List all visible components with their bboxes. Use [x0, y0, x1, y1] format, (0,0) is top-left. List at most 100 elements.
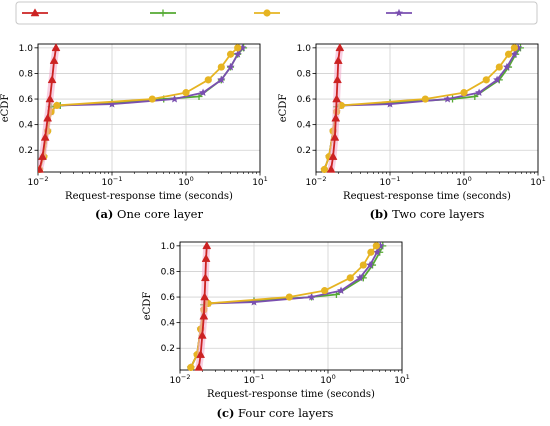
x-tick-label: 101 [252, 175, 268, 188]
data-point [510, 44, 519, 52]
caption-label: (a) [95, 207, 113, 221]
x-tick-base: 10 [252, 178, 264, 188]
x-axis-label: Request-response time (seconds) [65, 191, 233, 202]
x-tick-exponent: −1 [113, 175, 123, 183]
data-point [346, 274, 354, 282]
data-point [187, 363, 195, 372]
series-line [323, 47, 519, 170]
data-point [333, 75, 342, 84]
x-tick-label: 10−1 [101, 175, 122, 188]
chart-panel: 10−2 10−1 100 1010.20.40.60.81.0Request-res… [142, 241, 410, 420]
y-tick-label: 1.0 [19, 44, 34, 54]
x-tick-exponent: −2 [317, 175, 327, 183]
data-point [201, 253, 211, 262]
data-point [196, 349, 206, 358]
data-point [45, 94, 55, 103]
series [38, 44, 242, 174]
series [187, 242, 387, 371]
series-layer [320, 43, 524, 174]
y-tick-label: 0.4 [161, 319, 176, 329]
series [187, 242, 380, 372]
axes-frame [37, 43, 261, 173]
series [38, 43, 247, 173]
caption-text: Two core layers [389, 207, 485, 221]
data-point [460, 89, 468, 97]
legend-marker-star [395, 8, 403, 17]
x-tick-base: 10 [379, 178, 391, 188]
series [38, 43, 61, 173]
x-tick-label: 101 [394, 373, 410, 386]
legend [15, 1, 538, 25]
y-tick-label: 0.8 [161, 267, 176, 277]
data-point [49, 55, 59, 64]
data-point [217, 63, 225, 71]
data-point [250, 297, 258, 306]
y-tick-label: 0.6 [297, 95, 312, 105]
data-point [443, 94, 452, 103]
axes-frame [315, 43, 539, 173]
data-point [386, 99, 394, 108]
data-point [194, 362, 204, 371]
series-line [323, 47, 522, 170]
caption-label: (b) [370, 207, 389, 221]
data-point [108, 99, 116, 108]
x-tick-label: 10−1 [379, 175, 400, 188]
caption-label: (c) [217, 406, 235, 420]
legend-item [254, 9, 280, 17]
data-point [359, 261, 367, 269]
legend-marker-plus [159, 9, 167, 17]
data-point [307, 292, 316, 301]
series [194, 241, 212, 371]
series [186, 241, 385, 371]
x-tick-exponent: 1 [542, 175, 546, 183]
legend-marker-triangle [30, 8, 40, 17]
x-tick-label: 100 [320, 373, 336, 386]
data-point [321, 287, 329, 295]
data-point [38, 164, 44, 173]
x-tick-exponent: 0 [332, 373, 336, 381]
x-tick-exponent: −1 [255, 373, 265, 381]
x-tick-base: 10 [394, 376, 406, 386]
data-point [320, 165, 329, 174]
x-tick-label: 100 [178, 175, 194, 188]
caption-text: One core layer [113, 207, 203, 221]
series [326, 43, 345, 173]
data-point [333, 55, 343, 64]
panel-caption: (c) Four core layers [217, 406, 334, 420]
data-point [373, 248, 382, 256]
y-tick-label: 0.6 [161, 293, 176, 303]
data-point [332, 94, 342, 103]
data-point [331, 113, 341, 122]
series-line [323, 47, 516, 170]
data-point [366, 260, 375, 269]
x-tick-label: 10−2 [169, 373, 190, 386]
x-tick-base: 10 [305, 178, 317, 188]
chart-panel: 10−2 10−1 100 1010.20.40.60.81.0Request-res… [278, 43, 546, 221]
series-line [190, 245, 382, 368]
y-tick-label: 0.2 [161, 344, 175, 354]
x-tick-label: 10−2 [305, 175, 326, 188]
data-point [504, 50, 513, 58]
chart-panel: 10−2 10−1 100 1010.20.40.60.81.0Request-res… [0, 43, 268, 221]
axes-frame [179, 241, 403, 371]
caption-text: Four core layers [234, 406, 333, 420]
x-tick-exponent: −2 [181, 373, 191, 381]
y-tick-label: 0.2 [297, 146, 311, 156]
grid [179, 242, 403, 370]
legend-item [22, 8, 48, 17]
x-tick-exponent: 1 [406, 373, 410, 381]
y-axis-label: eCDF [0, 94, 11, 123]
y-tick-label: 0.6 [19, 95, 34, 105]
data-point [43, 113, 53, 122]
grid [37, 44, 261, 172]
y-axis-label: eCDF [278, 94, 289, 123]
series-layer [186, 241, 387, 372]
data-point [510, 50, 519, 58]
data-point [421, 95, 429, 103]
data-point [182, 89, 190, 97]
data-point [335, 43, 345, 52]
series-line [38, 47, 244, 170]
data-point [475, 88, 484, 97]
